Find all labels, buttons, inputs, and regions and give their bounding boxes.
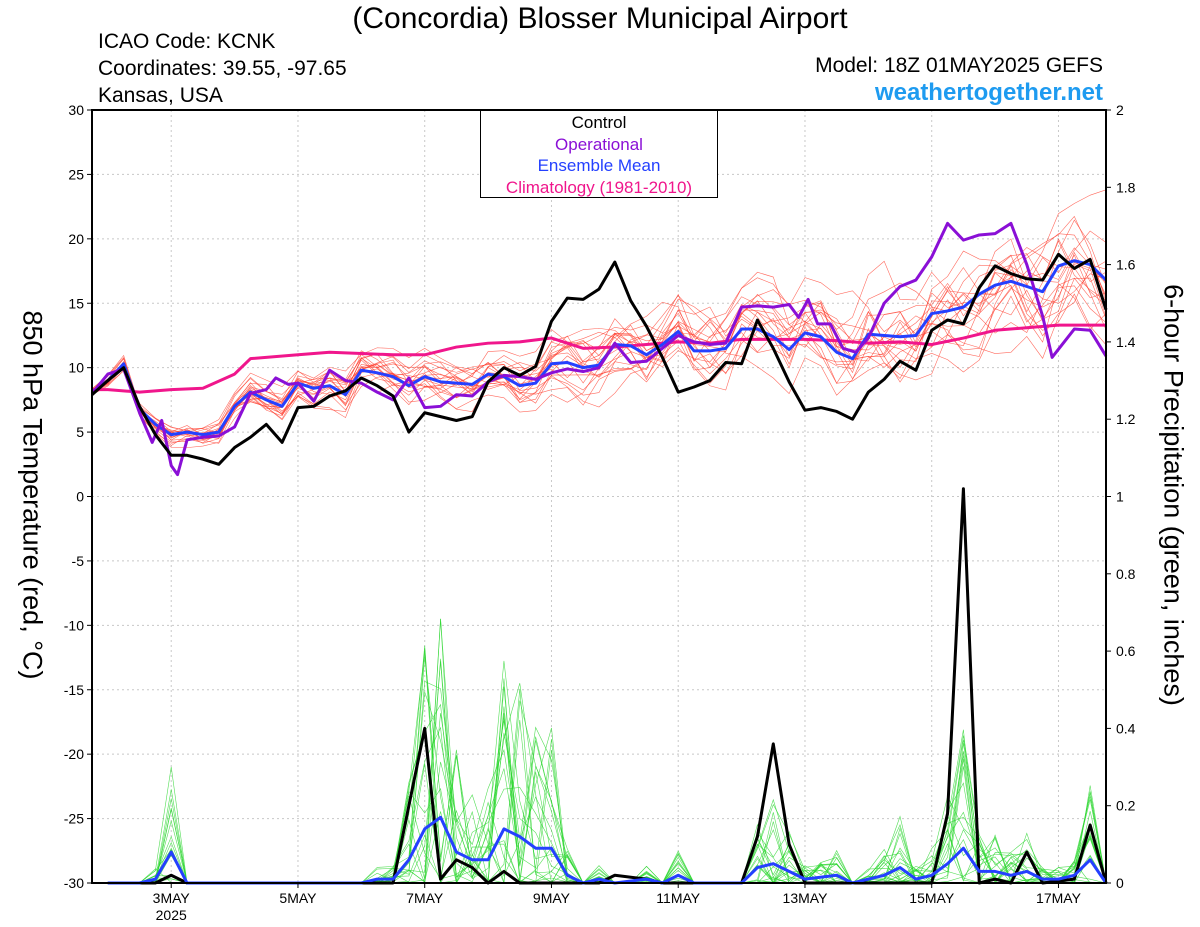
series-temp-climatology- — [92, 323, 1106, 394]
member-temp-line — [91, 247, 1107, 437]
y-right-tick-label: 1.4 — [1116, 334, 1136, 350]
y-right-tick-label: 0.8 — [1116, 566, 1136, 582]
y-left-tick-label: -15 — [64, 682, 84, 698]
member-temp-line — [91, 277, 1107, 440]
x-tick-label: 11MAY — [656, 890, 700, 906]
x-tick-label: 17MAY — [1036, 890, 1082, 906]
y-left-tick-label: 5 — [76, 424, 84, 440]
y-left-tick-label: 15 — [68, 295, 84, 311]
y-left-tick-label: 30 — [68, 102, 84, 118]
y-right-tick-label: 1.2 — [1116, 411, 1136, 427]
y-right-tick-label: 0.4 — [1116, 720, 1136, 736]
icao-code: ICAO Code: KCNK — [98, 30, 276, 53]
model-run: Model: 18Z 01MAY2025 GEFS — [815, 54, 1103, 77]
y-right-tick-label: 0.2 — [1116, 798, 1136, 814]
y-left-tick-label: -10 — [64, 617, 84, 633]
y-right-tick-label: 0 — [1116, 875, 1124, 891]
legend-climatology: Climatology (1981-2010) — [505, 177, 693, 197]
y-left-tick-label: 10 — [68, 360, 84, 376]
member-temp-line — [91, 272, 1107, 431]
y-left-tick-label: 25 — [68, 166, 84, 182]
y-right-tick-label: 1.8 — [1116, 179, 1136, 195]
model-info: Model: 18Z 01MAY2025 GEFS weathertogethe… — [815, 52, 1103, 106]
member-temp-line — [91, 238, 1107, 440]
legend-operational: Operational — [555, 134, 643, 154]
y-right-tick-label: 2 — [1116, 102, 1124, 118]
y-left-tick-label: -5 — [72, 553, 85, 569]
y-left-tick-label: -30 — [64, 875, 84, 891]
series-precip-ensemble-mean — [107, 815, 1108, 885]
member-temp-line — [91, 219, 1107, 448]
member-precip-line — [92, 743, 1107, 884]
series-temp-control — [90, 252, 1108, 466]
member-temp-line — [91, 233, 1107, 435]
y-left-tick-label: 20 — [68, 231, 84, 247]
x-tick-label: 13MAY — [783, 890, 829, 906]
member-temp-line — [91, 240, 1107, 443]
series-temp-operational — [90, 221, 1108, 477]
member-temp-line — [91, 277, 1107, 440]
x-tick-label: 9MAY — [533, 890, 571, 906]
y-right-tick-label: 1 — [1116, 489, 1124, 505]
location: Kansas, USA — [98, 84, 223, 107]
grid — [92, 109, 1106, 884]
legend-ensemble-mean: Ensemble Mean — [537, 156, 661, 175]
y-right-tick-label: 0.6 — [1116, 643, 1136, 659]
y-left-tick-label: -20 — [64, 746, 84, 762]
x-tick-label: 3MAY — [153, 890, 191, 906]
coordinates: Coordinates: 39.55, -97.65 — [98, 57, 347, 80]
member-temp-line — [91, 215, 1107, 441]
chart-title: (Concordia) Blosser Municipal Airport — [352, 2, 848, 35]
x-tick-label: 15MAY — [909, 890, 955, 906]
x-tick-sublabel: 2025 — [156, 907, 187, 923]
y-right-tick-label: 1.6 — [1116, 257, 1136, 273]
y-left-tick-label: -25 — [64, 811, 84, 827]
legend-control: Control — [571, 113, 627, 132]
y-left-tick-label: 0 — [76, 489, 84, 505]
legend: Control Operational Ensemble Mean Climat… — [480, 110, 718, 198]
member-temp-line — [91, 277, 1107, 437]
station-info: ICAO Code: KCNK Coordinates: 39.55, -97.… — [98, 28, 347, 109]
x-tick-label: 7MAY — [406, 890, 444, 906]
axis-ticks: 302520151050-5-10-15-20-25-3021.81.61.41… — [64, 102, 1136, 923]
member-precip-line — [92, 727, 1107, 885]
site-link[interactable]: weathertogether.net — [874, 79, 1103, 106]
ensemble-members — [91, 189, 1107, 885]
x-tick-label: 5MAY — [279, 890, 317, 906]
